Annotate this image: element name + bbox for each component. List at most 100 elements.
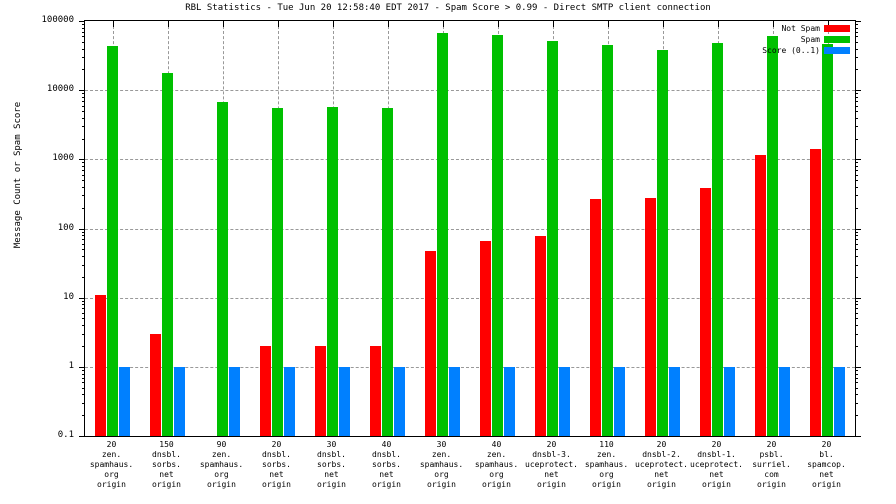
y-axis-minor-tick: [855, 264, 858, 266]
y-axis-title: Message Count or Spam Score: [13, 101, 23, 249]
bar-not-spam: [95, 294, 106, 436]
x-axis-tick-labels: 20 zen. spamhaus. org origin 150 dnsbl. sorbs. n…: [84, 440, 856, 504]
x-axis-tick: [167, 21, 169, 27]
chart-title: RBL Statistics - Tue Jun 20 12:58:40 EDT…: [185, 3, 711, 13]
bar-not-spam: [810, 149, 821, 436]
bar-group: [150, 21, 185, 436]
x-axis-tick: [112, 21, 114, 27]
x-axis-tick: [497, 21, 499, 27]
bar-spam: [712, 43, 723, 436]
bar-score-0-1: [229, 366, 240, 436]
y-axis-minor-tick: [82, 276, 85, 278]
bar-score-0-1: [834, 366, 845, 436]
y-axis-tick: [79, 297, 85, 299]
bar-spam: [162, 72, 173, 436]
y-axis-minor-tick: [82, 96, 85, 98]
y-axis-minor-tick: [855, 162, 858, 164]
legend-entry: Not Spam: [781, 24, 850, 33]
y-axis-minor-tick: [82, 415, 85, 417]
bar-group: [810, 21, 845, 436]
bar-spam: [767, 36, 778, 436]
y-axis-minor-tick: [82, 239, 85, 241]
y-axis-minor-tick: [855, 325, 858, 327]
x-axis-tick: [772, 21, 774, 27]
bar-spam: [382, 107, 393, 436]
y-axis-minor-tick: [82, 48, 85, 50]
y-gridline: [85, 366, 855, 368]
y-axis-minor-tick: [855, 304, 858, 306]
y-axis-minor-tick: [855, 377, 858, 379]
y-axis-minor-tick: [82, 93, 85, 95]
y-axis-minor-tick: [855, 256, 858, 258]
y-axis-minor-tick: [855, 57, 858, 59]
bar-score-0-1: [779, 366, 790, 436]
y-axis-minor-tick: [855, 415, 858, 417]
bar-spam: [492, 34, 503, 436]
y-axis-minor-tick: [855, 41, 858, 43]
y-axis-minor-tick: [82, 207, 85, 209]
y-axis-minor-tick: [855, 373, 858, 375]
bar-spam: [822, 44, 833, 436]
x-axis-tick-label: 20 dnsbl-2. uceprotect. net origin: [635, 440, 688, 489]
y-axis-minor-tick: [855, 394, 858, 396]
y-axis-minor-tick: [855, 180, 858, 182]
y-axis-minor-tick: [82, 373, 85, 375]
y-gridline: [85, 228, 855, 230]
y-axis-minor-tick: [855, 308, 858, 310]
x-axis-tick: [332, 21, 334, 27]
y-axis-minor-tick: [855, 126, 858, 128]
y-axis-minor-tick: [82, 180, 85, 182]
x-axis-tick-label: 30 dnsbl. sorbs. net origin: [317, 440, 346, 489]
bar-not-spam: [425, 250, 436, 436]
y-axis-minor-tick: [855, 105, 858, 107]
y-axis-minor-tick: [855, 69, 858, 71]
y-axis-minor-tick: [82, 369, 85, 371]
y-axis-minor-tick: [855, 300, 858, 302]
y-axis-tick-labels: 100000 10000 1000 100 10 1 0.1: [0, 15, 80, 440]
x-axis-tick: [442, 21, 444, 27]
bar-score-0-1: [174, 366, 185, 436]
bar-group: [315, 21, 350, 436]
y-axis-minor-tick: [855, 24, 858, 26]
bar-group: [205, 21, 240, 436]
y-axis-minor-tick: [855, 96, 858, 98]
y-axis-tick: [79, 366, 85, 368]
y-axis-minor-tick: [82, 318, 85, 320]
y-axis-minor-tick: [855, 346, 858, 347]
bar-not-spam: [315, 346, 326, 436]
y-axis-minor-tick: [855, 174, 858, 176]
bar-score-0-1: [504, 366, 515, 436]
legend-label: Score (0..1): [762, 46, 820, 55]
y-axis-tick: [79, 21, 85, 22]
y-axis-tick: [855, 21, 861, 22]
x-axis-tick-label: 20 bl. spamcop. net origin: [807, 440, 846, 489]
y-axis-minor-tick: [855, 117, 858, 119]
y-axis-tick-label: 1: [68, 360, 74, 371]
x-axis-tick-label: 20 dnsbl. sorbs. net origin: [262, 440, 291, 489]
legend-swatch: [824, 25, 850, 32]
y-axis-minor-tick: [855, 276, 858, 278]
bar-score-0-1: [614, 366, 625, 436]
x-axis-tick-label: 110 zen. spamhaus. org origin: [584, 440, 629, 489]
y-axis-minor-tick: [855, 100, 858, 102]
y-axis-minor-tick: [82, 346, 85, 347]
x-axis-tick: [222, 21, 224, 27]
bar-not-spam: [370, 346, 381, 436]
y-axis-minor-tick: [855, 239, 858, 241]
y-axis-minor-tick: [82, 186, 85, 188]
bar-not-spam: [755, 155, 766, 436]
bar-not-spam: [535, 235, 546, 436]
y-axis-minor-tick: [855, 36, 858, 38]
bar-score-0-1: [669, 366, 680, 436]
bar-spam: [602, 45, 613, 436]
bar-group: [480, 21, 515, 436]
bar-score-0-1: [724, 366, 735, 436]
y-axis-minor-tick: [855, 243, 858, 245]
y-axis-minor-tick: [855, 166, 858, 168]
bar-score-0-1: [559, 366, 570, 436]
y-axis-tick: [855, 436, 861, 437]
y-axis-minor-tick: [855, 313, 858, 314]
y-axis-minor-tick: [82, 313, 85, 314]
y-axis-minor-tick: [82, 387, 85, 389]
